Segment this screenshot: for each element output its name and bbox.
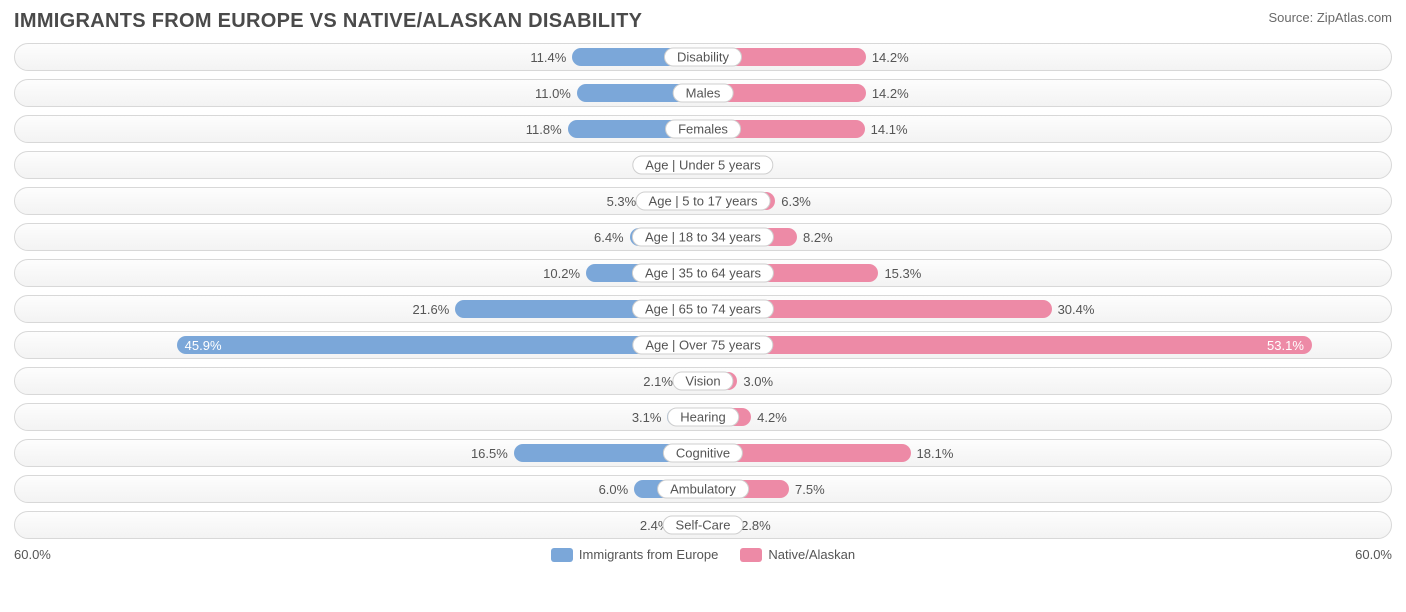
value-label-right: 6.3% <box>775 188 811 214</box>
bar-left <box>177 336 703 354</box>
legend-swatch-left <box>551 548 573 562</box>
category-label: Self-Care <box>663 516 744 535</box>
category-label: Disability <box>664 48 742 67</box>
category-label: Females <box>665 120 741 139</box>
value-label-right: 14.1% <box>865 116 908 142</box>
value-label-right: 8.2% <box>797 224 833 250</box>
chart-row: 2.4%2.8%Self-Care <box>14 511 1392 539</box>
value-label-left: 10.2% <box>543 260 586 286</box>
chart-title: IMMIGRANTS FROM EUROPE VS NATIVE/ALASKAN… <box>14 10 642 33</box>
value-label-right: 7.5% <box>789 476 825 502</box>
axis-max-left: 60.0% <box>14 547 51 562</box>
category-label: Age | 65 to 74 years <box>632 300 774 319</box>
value-label-left: 3.1% <box>632 404 668 430</box>
value-label-left: 21.6% <box>412 296 455 322</box>
value-label-right: 18.1% <box>911 440 954 466</box>
value-label-left: 6.0% <box>599 476 635 502</box>
category-label: Age | 35 to 64 years <box>632 264 774 283</box>
chart-legend: Immigrants from Europe Native/Alaskan <box>551 547 855 562</box>
legend-item-right: Native/Alaskan <box>740 547 855 562</box>
chart-row: 2.1%3.0%Vision <box>14 367 1392 395</box>
chart-row: 16.5% 18.1% Cognitive <box>14 439 1392 467</box>
value-label-right: 15.3% <box>878 260 921 286</box>
chart-row: 11.4% 14.2% Disability <box>14 43 1392 71</box>
legend-swatch-right <box>740 548 762 562</box>
chart-row: 6.4% 8.2% Age | 18 to 34 years <box>14 223 1392 251</box>
category-label: Hearing <box>667 408 739 427</box>
chart-row: 21.6% 30.4% Age | 65 to 74 years <box>14 295 1392 323</box>
bar-right <box>703 336 1312 354</box>
value-label-right: 30.4% <box>1052 296 1095 322</box>
value-label-right: 53.1% <box>1261 332 1312 358</box>
value-label-left: 11.0% <box>535 80 577 106</box>
value-label-left: 11.4% <box>530 44 572 70</box>
chart-source: Source: ZipAtlas.com <box>1268 10 1392 25</box>
legend-label-right: Native/Alaskan <box>768 547 855 562</box>
legend-label-left: Immigrants from Europe <box>579 547 718 562</box>
chart-row: 11.0% 14.2% Males <box>14 79 1392 107</box>
category-label: Males <box>673 84 734 103</box>
legend-item-left: Immigrants from Europe <box>551 547 718 562</box>
chart-row: 10.2% 15.3% Age | 35 to 64 years <box>14 259 1392 287</box>
value-label-right: 3.0% <box>737 368 773 394</box>
value-label-left: 16.5% <box>471 440 514 466</box>
category-label: Age | Under 5 years <box>632 156 773 175</box>
chart-footer: 60.0% Immigrants from Europe Native/Alas… <box>14 547 1392 562</box>
category-label: Age | 5 to 17 years <box>636 192 771 211</box>
diverging-bar-chart: 11.4% 14.2% Disability 11.0% 14.2% Males 11.8%… <box>14 43 1392 539</box>
value-label-right: 4.2% <box>751 404 787 430</box>
value-label-left: 11.8% <box>526 116 568 142</box>
chart-row: 3.1% 4.2% Hearing <box>14 403 1392 431</box>
category-label: Vision <box>672 372 733 391</box>
chart-row: 5.3%6.3%Age | 5 to 17 years <box>14 187 1392 215</box>
value-label-right: 14.2% <box>866 44 909 70</box>
category-label: Age | 18 to 34 years <box>632 228 774 247</box>
value-label-left: 6.4% <box>594 224 630 250</box>
chart-header: IMMIGRANTS FROM EUROPE VS NATIVE/ALASKAN… <box>14 10 1392 33</box>
chart-row: 11.8% 14.1% Females <box>14 115 1392 143</box>
value-label-left: 45.9% <box>177 332 228 358</box>
axis-max-right: 60.0% <box>1355 547 1392 562</box>
category-label: Ambulatory <box>657 480 749 499</box>
value-label-right: 14.2% <box>866 80 909 106</box>
chart-row: 45.9% 53.1% Age | Over 75 years <box>14 331 1392 359</box>
chart-row: 6.0% 7.5% Ambulatory <box>14 475 1392 503</box>
category-label: Cognitive <box>663 444 743 463</box>
chart-row: 1.3%1.9%Age | Under 5 years <box>14 151 1392 179</box>
category-label: Age | Over 75 years <box>632 336 773 355</box>
